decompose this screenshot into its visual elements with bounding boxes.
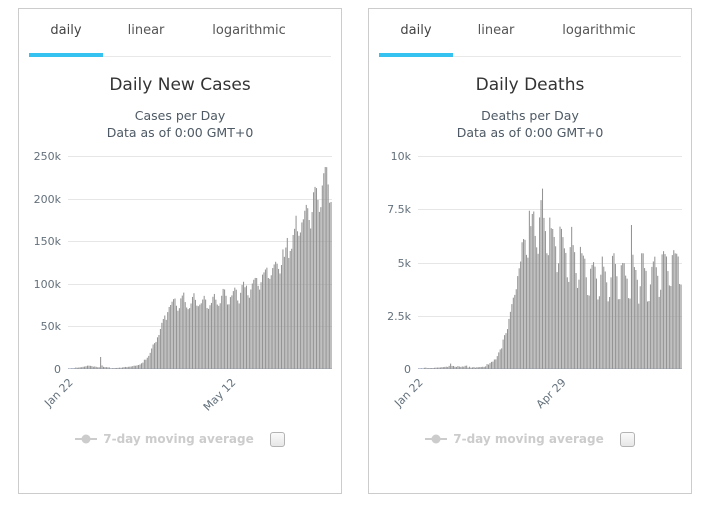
y-tick-label: 5k bbox=[397, 256, 411, 270]
gridline bbox=[418, 156, 682, 157]
x-tick-label: Jan 22 bbox=[391, 376, 426, 410]
legend-label: 7-day moving average bbox=[103, 432, 254, 446]
y-tick-label: 7.5k bbox=[387, 203, 411, 217]
bar-series bbox=[418, 188, 682, 369]
chart-title: Daily New Cases bbox=[109, 75, 251, 95]
y-axis-labels: 0 50k 100k 150k 200k 250k bbox=[19, 150, 61, 376]
seven-day-average-checkbox[interactable] bbox=[269, 431, 285, 447]
legend-label: 7-day moving average bbox=[453, 432, 604, 446]
y-tick-label: 0 bbox=[404, 363, 411, 376]
y-tick-label: 150k bbox=[33, 235, 61, 249]
plot-area bbox=[68, 156, 332, 369]
x-tick-label: Apr 29 bbox=[533, 376, 569, 412]
daily-new-cases-card: daily linear logarithmic Daily New Cases… bbox=[18, 8, 342, 494]
tab-logarithmic[interactable]: logarithmic bbox=[562, 23, 636, 38]
gridline bbox=[418, 209, 682, 211]
y-tick-label: 100k bbox=[33, 277, 61, 291]
active-tab-underline bbox=[29, 53, 103, 57]
y-axis-labels: 0 2.5k 5k 7.5k 10k bbox=[369, 150, 411, 376]
gridline bbox=[68, 156, 332, 157]
subtitle-line-2: Data as of 0:00 GMT+0 bbox=[456, 125, 604, 140]
daily-deaths-card: daily linear logarithmic Daily Deaths De… bbox=[368, 8, 692, 494]
chart-legend: 7-day moving average bbox=[369, 430, 691, 448]
chart-tabs: daily linear logarithmic bbox=[379, 9, 681, 57]
legend-item-7day-average[interactable]: 7-day moving average bbox=[75, 432, 254, 446]
tab-daily[interactable]: daily bbox=[50, 23, 82, 38]
y-tick-label: 10k bbox=[390, 150, 411, 163]
subtitle-line-1: Cases per Day bbox=[134, 108, 226, 123]
active-tab-underline bbox=[379, 53, 453, 57]
x-tick-label: May 12 bbox=[200, 376, 239, 414]
gridline bbox=[68, 241, 332, 243]
subtitle-line-1: Deaths per Day bbox=[481, 108, 579, 123]
bar-series bbox=[68, 167, 332, 369]
chart-legend: 7-day moving average bbox=[19, 430, 341, 448]
y-tick-label: 0 bbox=[54, 363, 61, 376]
legend-marker-icon bbox=[75, 434, 98, 444]
tab-logarithmic[interactable]: logarithmic bbox=[212, 23, 286, 38]
chart-subtitle: Cases per Day Data as of 0:00 GMT+0 bbox=[19, 107, 341, 141]
gridline bbox=[68, 283, 332, 285]
y-tick-label: 200k bbox=[33, 192, 61, 206]
legend-marker-icon bbox=[425, 434, 448, 444]
tab-linear[interactable]: linear bbox=[477, 23, 515, 38]
subtitle-line-2: Data as of 0:00 GMT+0 bbox=[106, 125, 254, 140]
seven-day-average-checkbox[interactable] bbox=[619, 431, 635, 447]
chart-title: Daily Deaths bbox=[475, 75, 585, 95]
gridline bbox=[68, 198, 332, 200]
y-tick-label: 50k bbox=[40, 320, 61, 334]
tab-linear[interactable]: linear bbox=[127, 23, 165, 38]
legend-item-7day-average[interactable]: 7-day moving average bbox=[425, 432, 604, 446]
y-tick-label: 250k bbox=[33, 150, 61, 163]
chart-subtitle: Deaths per Day Data as of 0:00 GMT+0 bbox=[369, 107, 691, 141]
tab-daily[interactable]: daily bbox=[400, 23, 432, 38]
y-tick-label: 2.5k bbox=[387, 309, 411, 323]
plot-area bbox=[418, 156, 682, 369]
chart-tabs: daily linear logarithmic bbox=[29, 9, 331, 57]
x-tick-label: Jan 22 bbox=[41, 376, 76, 410]
